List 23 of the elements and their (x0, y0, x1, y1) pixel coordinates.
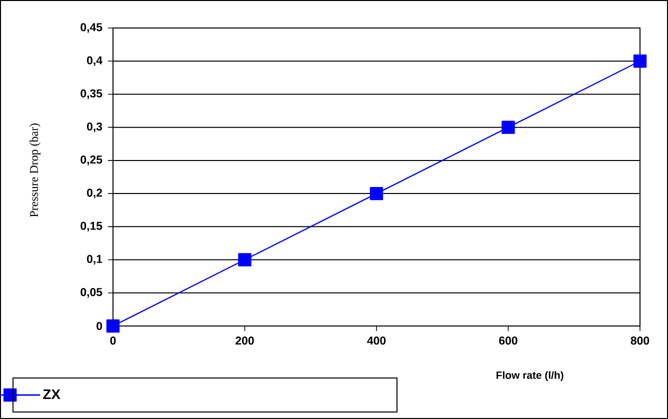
y-tick-label: 0,3 (87, 122, 102, 132)
x-tick-label: 400 (367, 336, 386, 345)
x-tick-label: 0 (110, 336, 116, 345)
y-tick-label: 0,4 (87, 56, 102, 66)
x-tick-label: 600 (499, 336, 518, 345)
y-tick-label: 0,2 (87, 188, 102, 198)
y-tick-label: 0,45 (80, 23, 102, 33)
y-tick-label: 0 (96, 322, 102, 330)
y-axis-title: Pressure Drop (bar) (30, 124, 40, 217)
x-tick-label: 800 (630, 336, 650, 345)
y-tick-label: 0,15 (80, 222, 102, 232)
point (633, 54, 647, 68)
y-tick-label: 0,1 (87, 254, 102, 265)
point (370, 186, 384, 200)
x-axis-title: Flow rate (l/h) (496, 371, 564, 381)
y-tick-label: 0,25 (80, 156, 102, 166)
x-tick-label: 200 (236, 336, 254, 345)
point (106, 319, 120, 333)
point (502, 120, 515, 134)
y-tick-label: 0,35 (80, 89, 102, 100)
legend-label: ZX (43, 389, 60, 400)
point (238, 253, 252, 266)
y-tick-label: 0,05 (80, 288, 102, 298)
